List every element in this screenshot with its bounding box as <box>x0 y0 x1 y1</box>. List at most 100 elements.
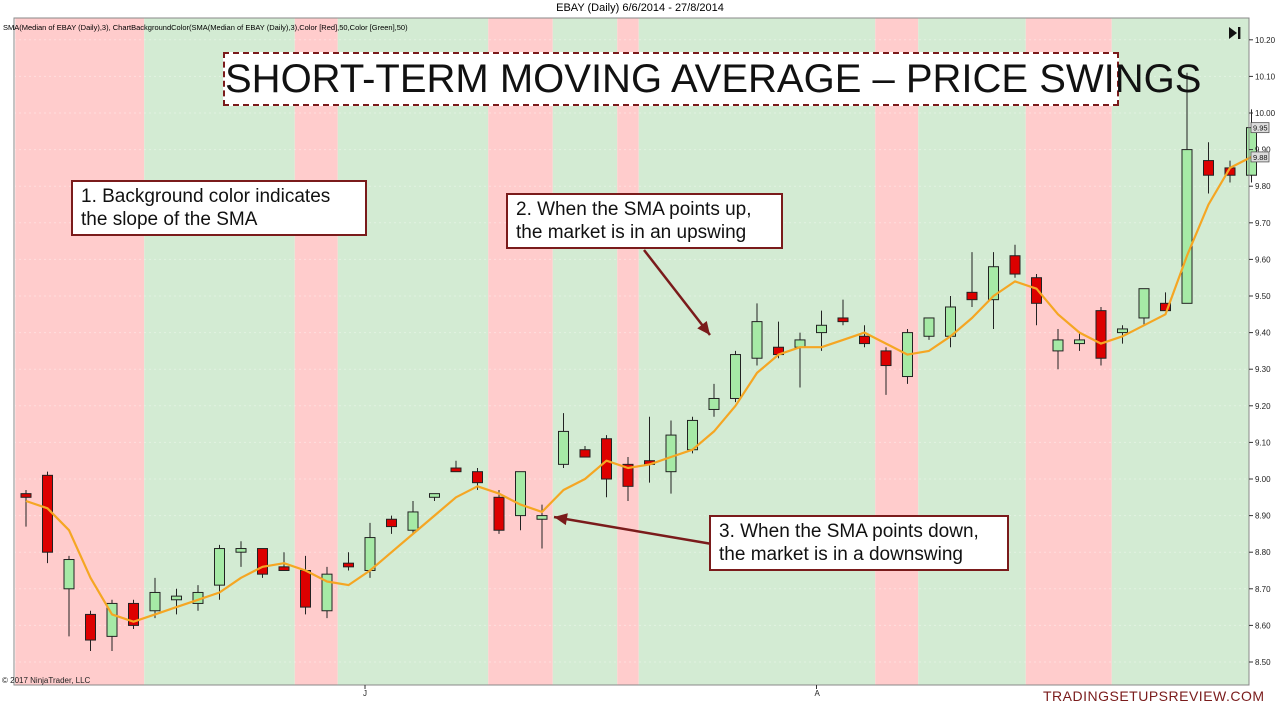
candle <box>923 317 935 340</box>
candle-body <box>106 602 118 637</box>
last-price-marker: 9.88 <box>1250 151 1270 163</box>
candle <box>321 566 333 619</box>
candle <box>386 515 397 534</box>
background-region-up <box>337 18 489 685</box>
price-tick-label: 10.20 <box>1255 36 1276 45</box>
last-price-label: 9.95 <box>1253 124 1268 133</box>
play-end-icon <box>1229 27 1237 39</box>
price-tick-label: 8.90 <box>1255 512 1271 521</box>
candle <box>257 548 268 578</box>
candle <box>1009 244 1021 278</box>
candle-body <box>171 595 182 601</box>
price-tick-label: 9.20 <box>1255 402 1271 411</box>
candle-body <box>1117 328 1128 334</box>
candle-body <box>730 354 741 399</box>
annotation-arrow <box>553 513 713 546</box>
candle <box>149 577 161 619</box>
annotation-line: 2. When the SMA points up, <box>516 199 752 220</box>
candle-body <box>321 573 333 612</box>
candle-body <box>622 463 634 487</box>
arrow-head <box>697 321 710 335</box>
candle <box>730 350 741 403</box>
candle-body <box>429 493 440 498</box>
candle-body <box>257 548 268 575</box>
background-region-down <box>617 18 639 685</box>
candle <box>1138 288 1150 326</box>
price-tick-label: 8.80 <box>1255 548 1271 557</box>
candle <box>1203 142 1214 194</box>
candle <box>558 413 569 469</box>
time-tick-label: J <box>363 689 367 698</box>
candle-body <box>579 449 591 458</box>
candle <box>63 555 75 637</box>
candle-body <box>1052 339 1064 352</box>
scroll-to-end-button[interactable] <box>1224 24 1246 42</box>
price-tick-label: 9.30 <box>1255 365 1271 374</box>
candle-body <box>149 591 161 612</box>
sma-polyline <box>25 155 1253 623</box>
candle <box>85 610 96 652</box>
watermark: TRADINGSETUPSREVIEW.COM <box>1043 688 1265 704</box>
candle-body <box>472 471 483 484</box>
annotation-line: the market is in an upswing <box>516 222 747 243</box>
candle <box>515 471 526 531</box>
plot-border <box>13 17 1250 686</box>
candle-body <box>450 467 462 473</box>
price-tick-label: 9.70 <box>1255 219 1271 228</box>
background-region-down <box>488 18 553 685</box>
candle <box>622 457 634 501</box>
price-tick-label: 9.50 <box>1255 292 1271 301</box>
candlesticks <box>20 72 1257 652</box>
candle <box>235 541 247 567</box>
candle <box>966 252 978 307</box>
candle-body <box>1074 339 1085 345</box>
candle <box>171 588 182 615</box>
annotation-arrow <box>643 249 711 336</box>
candle-body <box>1181 149 1193 304</box>
annotation-line: the slope of the SMA <box>81 209 258 230</box>
candle-body <box>1009 255 1021 275</box>
price-tick-label: 9.90 <box>1255 146 1271 155</box>
price-tick-label: 10.00 <box>1255 109 1276 118</box>
candle <box>579 446 591 458</box>
price-tick-label: 9.40 <box>1255 329 1271 338</box>
candle-body <box>665 434 677 473</box>
candle <box>343 552 354 571</box>
price-tick-label: 8.70 <box>1255 585 1271 594</box>
candle-body <box>343 562 354 568</box>
candle <box>214 544 225 600</box>
candle-body <box>85 613 96 641</box>
candle-body <box>816 324 827 334</box>
annotation-downswing: 3. When the SMA points down, the market … <box>709 515 1009 571</box>
background-region-up <box>918 18 1026 685</box>
candle-body <box>20 493 32 498</box>
candle <box>128 599 139 630</box>
last-price-label: 9.88 <box>1253 153 1268 162</box>
price-tick-label: 9.60 <box>1255 255 1271 264</box>
candle-body <box>63 559 75 590</box>
background-region-up <box>1111 18 1249 685</box>
copyright: © 2017 NinjaTrader, LLC <box>2 676 91 685</box>
candle-body <box>966 291 978 301</box>
candle <box>1052 328 1064 370</box>
candle <box>42 471 53 564</box>
background-regions <box>14 18 1249 685</box>
candle-body <box>1160 302 1171 312</box>
arrow-head <box>554 513 568 526</box>
candle <box>902 328 913 384</box>
candle-body <box>708 397 720 410</box>
candle-body <box>214 548 225 586</box>
candle-body <box>880 350 892 367</box>
candle <box>859 325 870 348</box>
annotation-line: 1. Background color indicates <box>81 186 331 207</box>
candle <box>1095 306 1107 366</box>
candle <box>429 493 440 501</box>
annotation-line: the market is in a downswing <box>719 544 963 565</box>
indicator-label: SMA(Median of EBAY (Daily),3), ChartBack… <box>3 23 408 32</box>
chart-title: EBAY (Daily) 6/6/2014 - 27/8/2014 <box>556 2 724 14</box>
candle-body <box>988 266 999 301</box>
candle <box>1160 292 1171 312</box>
candle <box>407 500 419 534</box>
